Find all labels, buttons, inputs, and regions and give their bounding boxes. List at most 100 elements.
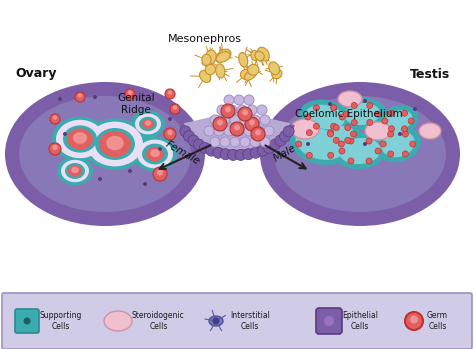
Circle shape — [183, 131, 194, 142]
Circle shape — [328, 153, 334, 158]
Text: Genital
Ridge: Genital Ridge — [118, 93, 155, 115]
Ellipse shape — [57, 157, 93, 185]
Ellipse shape — [52, 117, 108, 161]
Circle shape — [306, 129, 312, 136]
Circle shape — [250, 115, 260, 125]
Circle shape — [305, 114, 311, 120]
Text: Epithelial
Cells: Epithelial Cells — [342, 311, 378, 331]
Circle shape — [217, 105, 227, 115]
Ellipse shape — [205, 50, 216, 64]
Circle shape — [168, 117, 172, 121]
Ellipse shape — [61, 160, 89, 182]
Circle shape — [237, 105, 247, 115]
Ellipse shape — [5, 82, 205, 226]
Circle shape — [214, 126, 224, 136]
Circle shape — [193, 139, 204, 150]
Circle shape — [199, 142, 210, 153]
Circle shape — [255, 129, 261, 135]
Circle shape — [328, 102, 332, 106]
Ellipse shape — [296, 128, 345, 160]
Polygon shape — [179, 114, 295, 157]
Ellipse shape — [247, 64, 259, 75]
Ellipse shape — [329, 126, 355, 142]
Circle shape — [210, 115, 220, 125]
Circle shape — [230, 115, 240, 125]
Ellipse shape — [99, 131, 131, 157]
Circle shape — [143, 182, 147, 186]
Ellipse shape — [83, 118, 147, 170]
Circle shape — [333, 125, 339, 131]
Circle shape — [330, 105, 337, 111]
Circle shape — [128, 90, 132, 95]
Ellipse shape — [217, 49, 231, 61]
Ellipse shape — [419, 123, 441, 139]
Ellipse shape — [19, 96, 191, 212]
Circle shape — [345, 125, 351, 131]
Text: Coelomic Epithelium: Coelomic Epithelium — [295, 109, 402, 119]
Ellipse shape — [383, 110, 412, 132]
Text: Mesonephros: Mesonephros — [168, 34, 242, 44]
Circle shape — [375, 148, 381, 154]
Circle shape — [225, 106, 231, 112]
Circle shape — [306, 153, 312, 158]
Circle shape — [204, 126, 214, 136]
Text: Male: Male — [272, 142, 298, 163]
Circle shape — [363, 142, 367, 146]
Circle shape — [164, 128, 176, 140]
Circle shape — [367, 103, 373, 109]
Ellipse shape — [73, 132, 87, 144]
Ellipse shape — [324, 122, 360, 146]
Circle shape — [348, 138, 354, 144]
Circle shape — [210, 137, 220, 147]
Circle shape — [213, 117, 227, 131]
Circle shape — [238, 107, 252, 121]
Circle shape — [168, 90, 172, 95]
Circle shape — [224, 95, 234, 105]
Circle shape — [249, 119, 255, 126]
Circle shape — [158, 147, 162, 151]
Circle shape — [234, 126, 244, 136]
FancyBboxPatch shape — [15, 309, 39, 333]
Ellipse shape — [305, 105, 345, 129]
Circle shape — [49, 143, 61, 155]
Ellipse shape — [133, 136, 177, 172]
Circle shape — [351, 119, 357, 126]
Circle shape — [244, 95, 254, 105]
Text: Female: Female — [164, 139, 202, 167]
Circle shape — [306, 142, 310, 146]
Ellipse shape — [139, 117, 157, 131]
Polygon shape — [184, 111, 290, 150]
Ellipse shape — [245, 69, 257, 80]
Circle shape — [240, 115, 250, 125]
Circle shape — [206, 145, 217, 156]
Ellipse shape — [200, 70, 210, 82]
Circle shape — [405, 312, 423, 330]
Ellipse shape — [104, 311, 132, 331]
Circle shape — [63, 132, 67, 136]
Circle shape — [125, 89, 135, 99]
Circle shape — [78, 93, 82, 98]
Circle shape — [328, 129, 334, 136]
Circle shape — [212, 318, 219, 325]
Circle shape — [221, 104, 235, 118]
Circle shape — [260, 115, 270, 125]
Circle shape — [128, 169, 132, 173]
Circle shape — [245, 117, 259, 131]
Ellipse shape — [272, 69, 282, 79]
Circle shape — [388, 110, 394, 116]
Ellipse shape — [300, 101, 350, 133]
Circle shape — [328, 131, 334, 137]
Ellipse shape — [260, 82, 460, 226]
Circle shape — [24, 318, 30, 325]
Circle shape — [153, 167, 167, 181]
Ellipse shape — [131, 110, 165, 138]
Circle shape — [188, 135, 199, 146]
Circle shape — [264, 142, 275, 153]
Circle shape — [98, 177, 102, 181]
Circle shape — [224, 126, 234, 136]
Circle shape — [388, 126, 394, 132]
Circle shape — [324, 316, 334, 326]
Circle shape — [338, 141, 344, 147]
Circle shape — [388, 131, 393, 137]
Circle shape — [283, 126, 294, 137]
